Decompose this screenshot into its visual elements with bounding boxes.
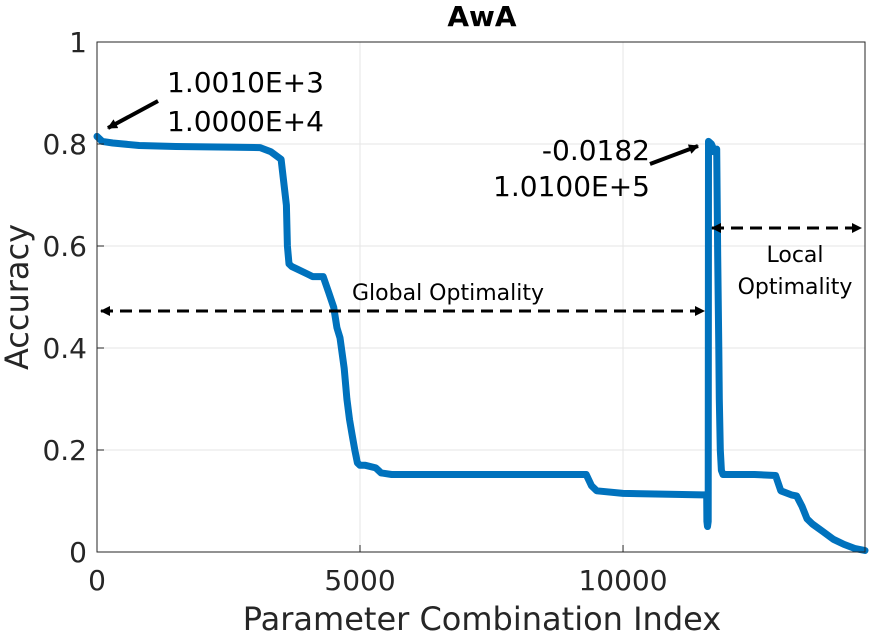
y-axis-label: Accuracy [0, 224, 36, 370]
local-optimality-label-line1: Local [766, 243, 823, 268]
series-group [93, 132, 869, 554]
x-axis-ticks: 0 5000 10000 [88, 545, 668, 597]
annotation-arrow-2 [649, 144, 699, 166]
x-tick-label-1: 5000 [324, 564, 395, 597]
y-axis-ticks: 0 0.2 0.4 0.6 0.8 1 [42, 26, 104, 569]
annotation-2-line2: 1.0100E+5 [493, 170, 650, 203]
y-tick-label-3: 0.6 [42, 230, 87, 263]
x-tick-label-0: 0 [88, 564, 106, 597]
chart-title: AwA [447, 0, 517, 33]
y-tick-label-1: 0.2 [42, 434, 87, 467]
annotation-1-line1: 1.0010E+3 [167, 66, 324, 99]
x-tick-label-2: 10000 [578, 564, 667, 597]
global-optimality-label: Global Optimality [352, 281, 544, 306]
series-line-0 [93, 132, 869, 554]
plot-frame [96, 41, 866, 553]
y-tick-label-2: 0.4 [42, 332, 87, 365]
annotation-arrow-1 [107, 99, 159, 130]
y-tick-label-5: 1 [69, 26, 87, 59]
y-tick-label-4: 0.8 [42, 128, 87, 161]
y-tick-label-0: 0 [69, 536, 87, 569]
annotation-1-line2: 1.0000E+4 [167, 105, 324, 138]
annotation-2-line1: -0.0182 [542, 134, 650, 167]
local-optimality-label-line2: Optimality [738, 275, 853, 300]
x-axis-label: Parameter Combination Index [243, 600, 721, 635]
